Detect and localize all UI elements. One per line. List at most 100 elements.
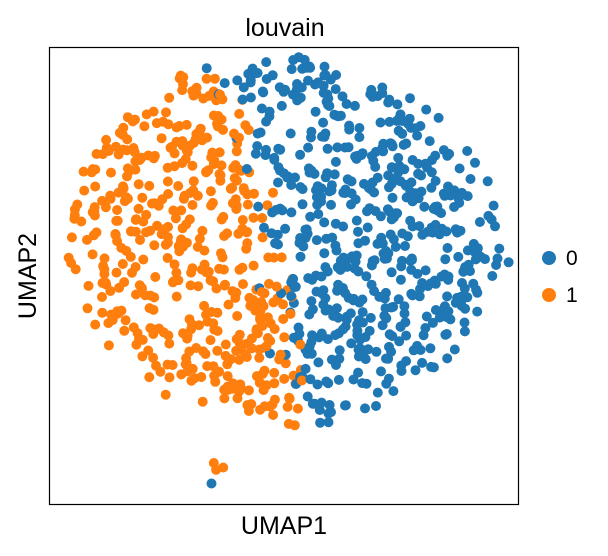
scatter-point-cluster-0 (417, 357, 428, 368)
scatter-point-cluster-0 (372, 238, 383, 249)
scatter-point-cluster-1 (259, 365, 270, 376)
scatter-point-cluster-0 (417, 229, 428, 240)
scatter-point-cluster-1 (269, 394, 280, 405)
scatter-point-cluster-1 (257, 213, 268, 223)
scatter-point-cluster-1 (101, 279, 112, 290)
scatter-point-cluster-1 (130, 262, 141, 272)
scatter-point-cluster-0 (334, 345, 345, 356)
scatter-point-cluster-1 (138, 254, 149, 265)
scatter-point-cluster-1 (161, 107, 171, 118)
scatter-point-cluster-1 (222, 371, 233, 382)
scatter-point-cluster-1 (234, 264, 245, 275)
scatter-point-cluster-0 (418, 330, 429, 341)
scatter-point-cluster-0 (252, 128, 263, 139)
scatter-point-cluster-0 (383, 170, 394, 181)
scatter-point-cluster-1 (90, 319, 101, 330)
scatter-point-cluster-1 (200, 349, 211, 359)
scatter-point-cluster-1 (264, 401, 275, 412)
scatter-point-cluster-0 (402, 231, 413, 242)
scatter-point-cluster-0 (245, 92, 256, 103)
scatter-point-cluster-0 (443, 274, 454, 285)
scatter-point-cluster-0 (386, 139, 397, 150)
scatter-point-cluster-0 (459, 283, 470, 294)
scatter-point-cluster-1 (230, 293, 241, 303)
scatter-point-cluster-1 (149, 292, 160, 303)
scatter-point-cluster-0 (426, 182, 437, 193)
scatter-point-cluster-0 (426, 361, 437, 372)
scatter-point-cluster-0 (331, 303, 342, 314)
scatter-point-cluster-0 (381, 353, 391, 364)
scatter-point-cluster-1 (168, 205, 179, 216)
scatter-point-cluster-0 (384, 94, 395, 105)
scatter-point-cluster-0 (486, 214, 497, 225)
scatter-point-cluster-0 (465, 266, 475, 277)
scatter-point-cluster-1 (197, 396, 208, 407)
scatter-point-cluster-0 (412, 268, 423, 279)
scatter-point-cluster-0 (345, 308, 356, 319)
scatter-point-cluster-0 (452, 227, 463, 238)
scatter-point-cluster-0 (371, 346, 382, 357)
scatter-point-cluster-1 (237, 215, 248, 225)
scatter-point-cluster-1 (197, 225, 208, 236)
scatter-point-cluster-0 (314, 405, 325, 415)
scatter-point-cluster-0 (386, 178, 397, 189)
scatter-point-cluster-1 (242, 400, 253, 411)
legend-marker-1 (542, 288, 556, 302)
scatter-point-cluster-0 (349, 100, 360, 111)
scatter-point-cluster-1 (188, 176, 199, 187)
scatter-point-cluster-0 (312, 181, 323, 192)
scatter-point-cluster-0 (421, 311, 432, 322)
scatter-point-cluster-1 (131, 214, 142, 225)
scatter-point-cluster-0 (252, 68, 263, 78)
scatter-point-cluster-0 (433, 112, 444, 123)
scatter-point-cluster-0 (378, 138, 389, 149)
scatter-point-cluster-0 (357, 378, 368, 389)
y-axis-label: UMAP2 (14, 233, 42, 319)
scatter-point-cluster-1 (231, 200, 242, 211)
scatter-point-cluster-1 (151, 360, 161, 371)
legend-label-1: 1 (566, 284, 578, 307)
scatter-point-cluster-1 (89, 202, 100, 213)
scatter-point-cluster-0 (370, 161, 381, 172)
scatter-point-cluster-0 (326, 199, 336, 210)
scatter-point-cluster-1 (130, 114, 140, 125)
scatter-point-cluster-0 (295, 92, 306, 103)
scatter-point-cluster-1 (208, 110, 219, 121)
scatter-point-cluster-1 (90, 181, 101, 192)
scatter-point-cluster-0 (319, 61, 330, 72)
scatter-point-cluster-0 (494, 243, 505, 254)
scatter-point-cluster-1 (128, 322, 139, 333)
scatter-point-cluster-1 (269, 367, 280, 378)
scatter-point-cluster-0 (241, 164, 252, 174)
scatter-point-cluster-1 (177, 85, 188, 96)
scatter-point-cluster-1 (269, 324, 280, 334)
scatter-point-cluster-0 (428, 203, 439, 214)
scatter-point-cluster-0 (286, 64, 297, 75)
scatter-point-cluster-1 (119, 277, 130, 288)
scatter-point-cluster-1 (125, 165, 136, 176)
scatter-point-cluster-0 (405, 93, 415, 104)
scatter-point-cluster-1 (248, 212, 259, 223)
scatter-point-cluster-1 (278, 314, 289, 324)
scatter-point-cluster-1 (283, 418, 294, 429)
scatter-point-cluster-0 (351, 250, 362, 261)
scatter-point-cluster-0 (357, 294, 368, 305)
scatter-point-cluster-0 (371, 401, 381, 411)
scatter-point-cluster-0 (388, 386, 399, 397)
scatter-point-cluster-0 (459, 317, 470, 328)
scatter-point-cluster-0 (395, 321, 406, 332)
scatter-point-cluster-0 (340, 400, 350, 411)
scatter-point-cluster-0 (365, 312, 376, 323)
scatter-point-cluster-0 (306, 126, 317, 137)
scatter-point-cluster-0 (319, 248, 330, 259)
scatter-point-cluster-1 (232, 311, 243, 321)
scatter-point-cluster-0 (326, 185, 337, 196)
scatter-point-cluster-1 (111, 267, 122, 278)
scatter-point-cluster-1 (170, 213, 181, 224)
scatter-point-cluster-0 (400, 179, 411, 190)
scatter-point-cluster-1 (120, 315, 131, 326)
scatter-point-cluster-0 (311, 286, 322, 297)
scatter-point-cluster-0 (406, 253, 417, 264)
scatter-point-cluster-0 (410, 123, 421, 134)
scatter-point-cluster-0 (259, 222, 269, 233)
